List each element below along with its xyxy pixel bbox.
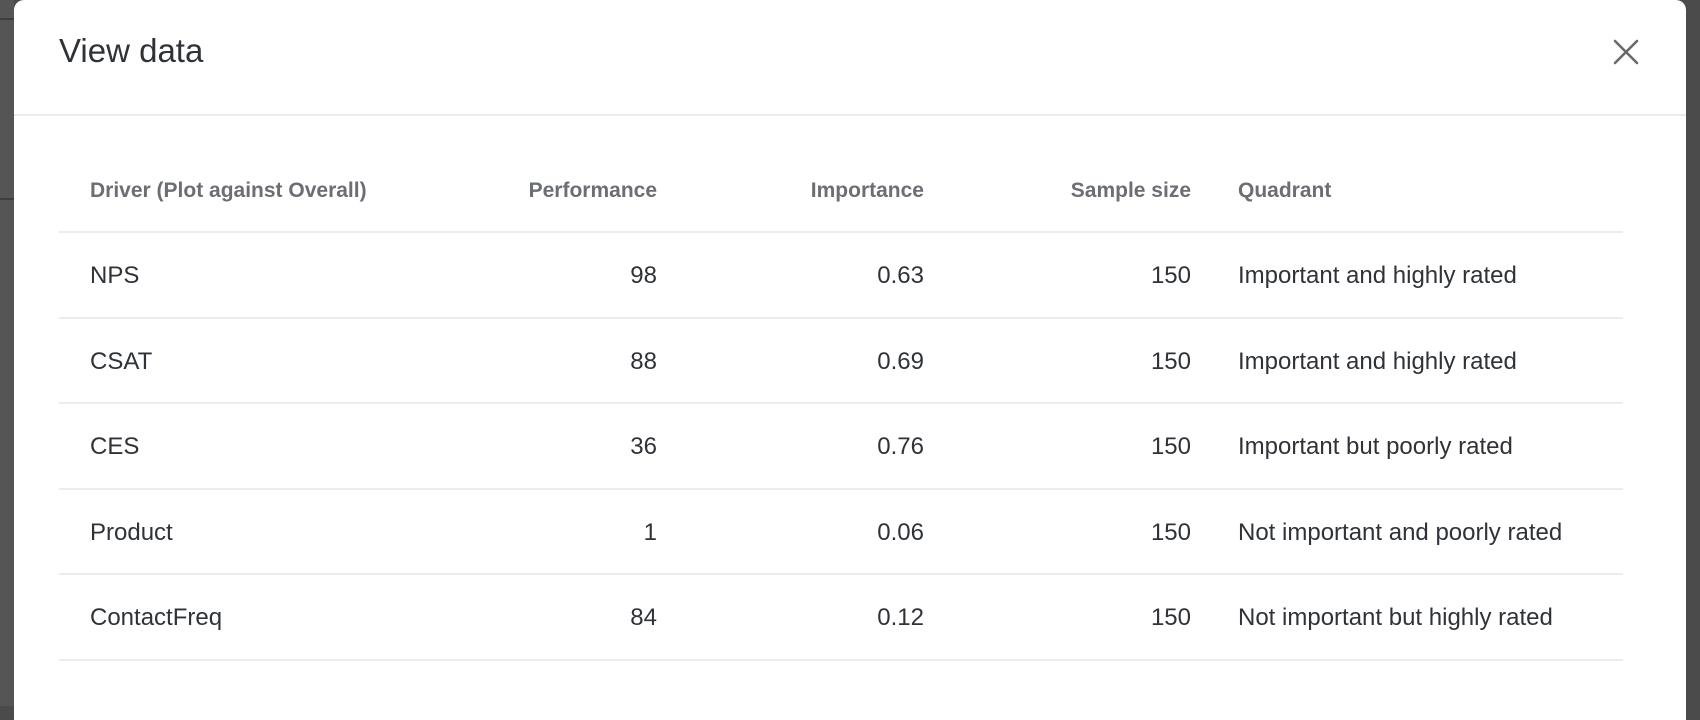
cell-quadrant: Important and highly rated [1238,262,1517,289]
cell-importance: 0.69 [877,347,924,375]
table-row: CSAT 88 0.69 150 Important and highly rated [59,319,1623,404]
cell-driver: NPS [90,262,140,289]
table-row: Product 1 0.06 150 Not important and poorly … [59,490,1623,575]
column-header-driver: Driver (Plot against Overall) [90,179,367,202]
close-button[interactable] [1611,37,1641,67]
cell-importance: 0.12 [877,604,924,631]
cell-driver: Product [90,518,173,546]
close-x-icon [1613,39,1639,65]
cell-sample-size: 150 [1150,347,1191,375]
column-header-sample-size: Sample size [1070,179,1191,202]
cell-performance: 88 [630,347,657,375]
cell-sample-size: 150 [1150,604,1191,631]
cell-quadrant: Not important and poorly rated [1238,518,1563,546]
table-row: CES 36 0.76 150 Important but poorly rated [59,404,1623,490]
column-header-importance: Importance [810,179,924,202]
table-header-row: Driver (Plot against Overall) Performanc… [59,155,1623,233]
view-data-dialog: View data Driver (Plot against Overall) … [14,0,1686,720]
background-divider [0,198,14,200]
cell-performance: 36 [630,433,657,460]
cell-quadrant: Not important but highly rated [1238,604,1553,631]
cell-quadrant: Important and highly rated [1238,347,1517,375]
cell-performance: 1 [643,518,657,546]
cell-importance: 0.63 [877,262,924,289]
cell-sample-size: 150 [1150,262,1191,289]
cell-quadrant: Important but poorly rated [1238,433,1513,460]
dialog-title: View data [59,32,204,69]
cell-importance: 0.76 [877,433,924,460]
cell-importance: 0.06 [877,518,924,546]
cell-driver: CSAT [90,347,153,375]
cell-sample-size: 150 [1150,433,1191,460]
cell-driver: CES [90,433,140,460]
cell-performance: 98 [630,262,657,289]
column-header-performance: Performance [528,179,657,202]
table-row: NPS 98 0.63 150 Important and highly rated [59,233,1623,319]
background-divider [0,18,14,20]
column-header-quadrant: Quadrant [1238,179,1332,202]
cell-performance: 84 [630,604,657,631]
table-row: ContactFreq 84 0.12 150 Not important but hi… [59,575,1623,661]
data-table: Driver (Plot against Overall) Performanc… [59,155,1623,661]
background-page [0,0,14,706]
cell-driver: ContactFreq [90,604,223,631]
cell-sample-size: 150 [1150,518,1191,546]
dialog-header: View data [14,0,1686,116]
